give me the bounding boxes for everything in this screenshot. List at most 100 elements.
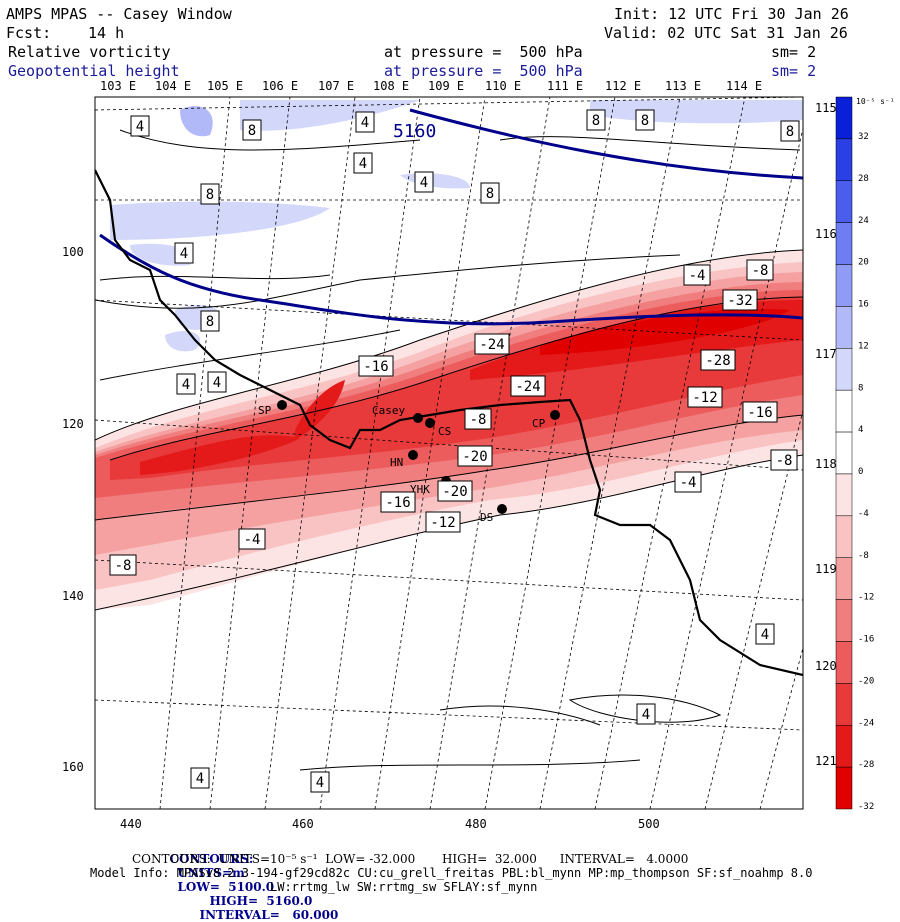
x-tick: 480 xyxy=(465,817,487,831)
colorbar-swatch xyxy=(835,389,853,433)
contour-label: -20 xyxy=(442,484,467,500)
graticule xyxy=(95,97,803,809)
contour-label: 8 xyxy=(206,314,214,330)
footer-high: HIGH= 5160.0 xyxy=(209,894,313,908)
contour-label-box xyxy=(109,554,137,576)
colorbar-label: -4 xyxy=(858,509,869,519)
contour-label: 4 xyxy=(182,377,190,393)
map-title: AMPS MPAS -- Casey Window xyxy=(6,5,232,23)
station-marker[interactable] xyxy=(425,418,435,428)
station-marker[interactable] xyxy=(408,450,418,460)
lon-label: 104 E xyxy=(155,79,191,93)
height-contours xyxy=(99,108,803,326)
contour-label: -12 xyxy=(430,515,455,531)
map-canvas: 5160 SP Casey CS CP HN YHK DS 4 8 8 4 4 8 8 4 8 8… xyxy=(62,79,895,831)
colorbar-label: 0 xyxy=(858,467,863,477)
colorbar-swatch xyxy=(835,473,853,517)
contour-label-box xyxy=(414,171,434,193)
contour-label: 4 xyxy=(642,707,650,723)
colorbar-label: 4 xyxy=(858,425,863,435)
contour-label: -8 xyxy=(776,453,793,469)
contour-label-box xyxy=(683,264,711,286)
contour-label: -20 xyxy=(462,449,487,465)
contour-label-box xyxy=(176,373,196,395)
contour-label: 4 xyxy=(180,246,188,262)
y-tick: 120 xyxy=(62,417,84,431)
station-label: Casey xyxy=(372,404,405,417)
contour-label-box xyxy=(130,115,150,137)
contour-label-box xyxy=(200,183,220,205)
lon-label: 112 E xyxy=(605,79,641,93)
init-time: Init: 12 UTC Fri 30 Jan 26 xyxy=(614,5,849,23)
contour-label-box xyxy=(635,109,655,131)
contour-label-box xyxy=(480,182,500,204)
contour-label: -32 xyxy=(727,293,752,309)
lon-label: 109 E xyxy=(428,79,464,93)
field2-smoothing: sm= 2 xyxy=(771,62,817,80)
station-marker[interactable] xyxy=(413,413,423,423)
station-label: HN xyxy=(390,456,403,469)
contour-label-box xyxy=(425,511,461,533)
contour-label: -4 xyxy=(689,268,706,284)
x-tick: 500 xyxy=(638,817,660,831)
contour-label: 4 xyxy=(359,156,367,172)
contour-label-box xyxy=(700,349,736,371)
colorbar-label: 12 xyxy=(858,341,869,351)
contour-label: -16 xyxy=(747,405,772,421)
station-marker[interactable] xyxy=(550,410,560,420)
y-tick: 160 xyxy=(62,760,84,774)
contour-label: -4 xyxy=(244,532,261,548)
contour-label-box xyxy=(687,386,723,408)
colorbar-label: -8 xyxy=(858,551,869,561)
lon-label: 105 E xyxy=(207,79,243,93)
field2-name: Geopotential height xyxy=(8,62,180,80)
colorbar-swatch xyxy=(835,264,853,307)
station-label: CS xyxy=(438,425,451,438)
lon-label: 110 E xyxy=(485,79,521,93)
field1-level: at pressure = 500 hPa xyxy=(384,43,583,61)
colorbar-swatch xyxy=(835,222,853,265)
contour-label-box xyxy=(200,310,220,332)
contour-label-box xyxy=(674,471,702,493)
valid-time: Valid: 02 UTC Sat 31 Jan 26 xyxy=(604,24,848,42)
contour-label-box xyxy=(780,120,800,142)
field2-level: at pressure = 500 hPa xyxy=(384,62,583,80)
contour-label: -28 xyxy=(705,353,730,369)
colorbar-swatch xyxy=(835,557,853,600)
contour-label-box xyxy=(174,242,194,264)
lon-label: 114 E xyxy=(726,79,762,93)
contour-label-box xyxy=(355,111,375,133)
field1-name: Relative vorticity xyxy=(8,43,171,61)
contour-label-box xyxy=(353,152,373,174)
contour-label-box xyxy=(310,771,330,793)
contour-label-box xyxy=(464,408,492,430)
contour-label-box xyxy=(770,449,798,471)
colorbar-label: -20 xyxy=(858,676,874,686)
contour-label: -8 xyxy=(115,558,132,574)
colorbar-swatch xyxy=(835,138,853,182)
contour-label-box xyxy=(207,371,227,393)
model-info-2: LW:rrtmg_lw SW:rrtmg_sw SFLAY:sf_mynn xyxy=(270,880,538,894)
colorbar-units: 10⁻⁵ s⁻¹ xyxy=(856,97,895,106)
contour-label-box xyxy=(510,375,546,397)
contour-label-box xyxy=(358,355,394,377)
contour-label-box xyxy=(586,109,606,131)
colorbar-swatch xyxy=(835,431,853,475)
lon-label: 113 E xyxy=(665,79,701,93)
contour-label-box xyxy=(437,480,473,502)
contour-label: 4 xyxy=(761,627,769,643)
contour-label-box xyxy=(242,119,262,141)
colorbar-swatch xyxy=(835,306,853,349)
contour-label: 8 xyxy=(486,186,494,202)
contour-label: 4 xyxy=(213,375,221,391)
contour-label: -24 xyxy=(479,337,504,353)
station-marker[interactable] xyxy=(277,400,287,410)
contour-label-box xyxy=(742,401,778,423)
colorbar-label: -12 xyxy=(858,593,874,603)
forecast-value: 14 h xyxy=(88,24,125,42)
lon-label: 111 E xyxy=(547,79,583,93)
height-contour-label: 5160 xyxy=(393,121,436,142)
contour-label: 8 xyxy=(248,123,256,139)
contour-label: 4 xyxy=(316,775,324,791)
station-marker[interactable] xyxy=(497,504,507,514)
